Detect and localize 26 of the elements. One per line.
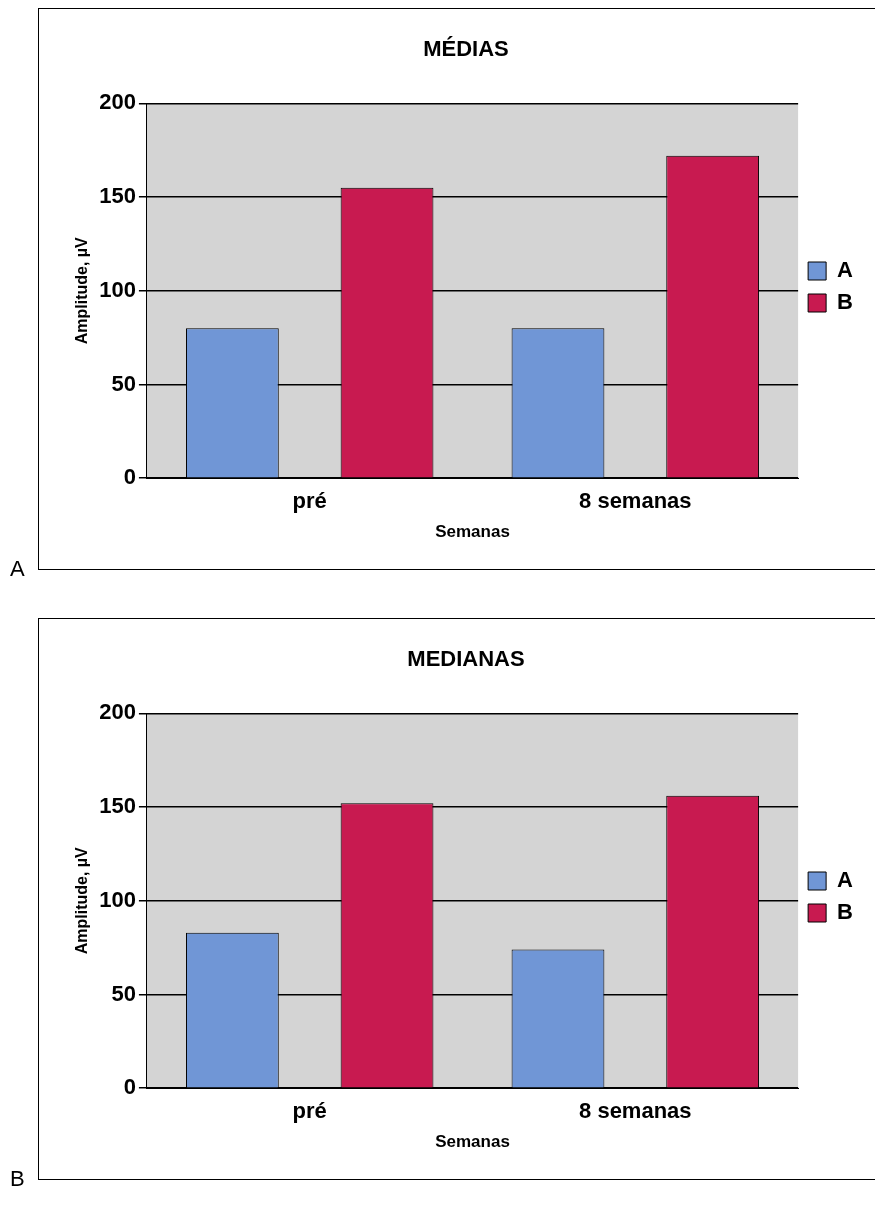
y-tick-label: 150: [99, 793, 136, 819]
legend-label: A: [837, 867, 854, 893]
text: A: [10, 556, 25, 582]
y-tick-label: 200: [99, 699, 136, 725]
y-tick-label: 100: [99, 886, 136, 912]
x-tick-label: pré: [292, 1098, 327, 1124]
x-tick-label: pré: [292, 488, 327, 514]
text: B: [10, 1166, 25, 1192]
x-axis-title: Semanas: [435, 522, 510, 542]
y-axis-title: Amplitude, µV: [73, 846, 91, 955]
chart-title: MÉDIAS: [423, 36, 509, 62]
x-tick-label: 8 semanas: [579, 488, 692, 514]
y-axis-title: Amplitude, µV: [73, 236, 91, 345]
y-tick-label: 100: [99, 276, 136, 302]
legend-label: B: [837, 289, 853, 315]
legend-label: A: [837, 257, 854, 283]
y-tick-label: 200: [99, 89, 136, 115]
y-tick-label: 0: [123, 1074, 136, 1100]
x-axis-title: Semanas: [435, 1132, 510, 1152]
y-tick-label: 150: [99, 183, 136, 209]
y-tick-label: 50: [111, 370, 136, 396]
legend-label: B: [837, 899, 853, 925]
y-tick-label: 0: [123, 464, 136, 490]
x-tick-label: 8 semanas: [579, 1098, 692, 1124]
y-tick-label: 50: [111, 980, 136, 1006]
chart-title: MEDIANAS: [407, 646, 525, 672]
